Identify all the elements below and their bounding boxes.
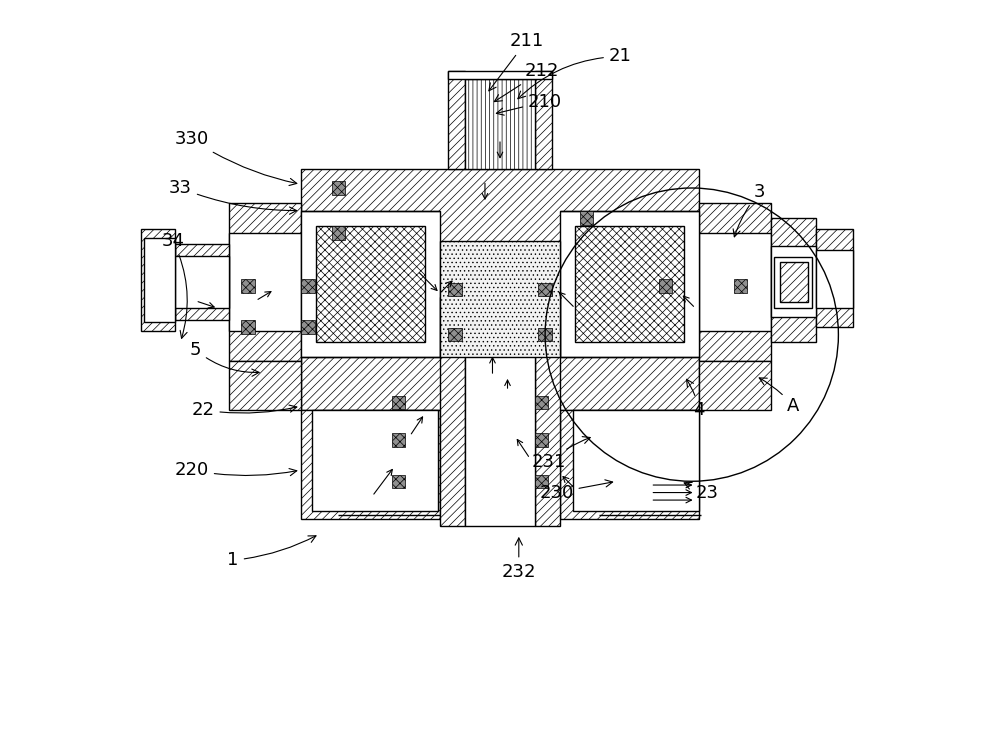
Bar bbox=[699, 203, 771, 361]
Text: 21: 21 bbox=[518, 47, 632, 99]
Bar bbox=[144, 238, 175, 322]
Bar bbox=[332, 226, 345, 240]
Text: 230: 230 bbox=[539, 480, 613, 502]
Bar bbox=[535, 475, 548, 488]
Bar bbox=[229, 233, 301, 331]
Bar bbox=[816, 250, 853, 308]
Bar bbox=[316, 226, 425, 342]
Bar bbox=[301, 410, 440, 519]
Text: 220: 220 bbox=[175, 461, 297, 479]
Text: 231: 231 bbox=[532, 437, 590, 472]
Bar bbox=[816, 229, 853, 327]
Bar bbox=[448, 328, 462, 341]
Bar bbox=[771, 246, 816, 317]
Bar bbox=[538, 283, 552, 296]
Bar bbox=[332, 181, 345, 195]
Bar bbox=[448, 71, 552, 79]
Bar bbox=[774, 257, 812, 308]
Bar bbox=[771, 218, 816, 342]
Bar bbox=[538, 328, 552, 341]
Text: 212: 212 bbox=[494, 62, 559, 102]
Bar bbox=[301, 279, 315, 293]
Bar bbox=[392, 433, 405, 447]
Text: 330: 330 bbox=[175, 130, 297, 186]
Bar bbox=[241, 320, 255, 334]
Bar bbox=[392, 396, 405, 409]
Bar bbox=[175, 256, 229, 308]
Text: 23: 23 bbox=[684, 482, 718, 502]
Bar bbox=[535, 433, 548, 447]
Bar bbox=[465, 297, 535, 526]
Text: 4: 4 bbox=[687, 379, 705, 419]
Text: A: A bbox=[759, 378, 799, 415]
Bar bbox=[580, 211, 593, 225]
Bar bbox=[535, 71, 552, 169]
Text: 232: 232 bbox=[502, 538, 536, 581]
Bar bbox=[448, 71, 465, 169]
Bar bbox=[448, 283, 462, 296]
Bar bbox=[301, 169, 699, 297]
Bar bbox=[392, 475, 405, 488]
Bar bbox=[312, 410, 438, 511]
Bar bbox=[440, 297, 465, 526]
Bar bbox=[465, 410, 535, 519]
Bar bbox=[560, 410, 699, 519]
Text: 22: 22 bbox=[191, 401, 297, 419]
Bar bbox=[535, 297, 560, 526]
Bar bbox=[301, 211, 440, 357]
Bar bbox=[699, 233, 771, 331]
Bar bbox=[780, 262, 808, 302]
Text: 5: 5 bbox=[190, 341, 259, 376]
Bar bbox=[734, 279, 747, 293]
Text: 3: 3 bbox=[733, 183, 765, 237]
Bar bbox=[465, 79, 535, 169]
Bar bbox=[141, 229, 175, 331]
Text: 210: 210 bbox=[496, 92, 562, 115]
Bar bbox=[573, 410, 699, 511]
Text: 34: 34 bbox=[161, 232, 187, 338]
Bar bbox=[229, 203, 301, 361]
Bar bbox=[575, 226, 684, 342]
Bar bbox=[440, 241, 560, 357]
Bar bbox=[229, 361, 301, 410]
Text: 1: 1 bbox=[227, 535, 316, 569]
Bar bbox=[301, 297, 699, 410]
Bar bbox=[301, 320, 315, 334]
Bar bbox=[699, 361, 771, 410]
Bar bbox=[241, 279, 255, 293]
Bar bbox=[535, 396, 548, 409]
Bar bbox=[175, 244, 229, 320]
Bar bbox=[560, 211, 699, 357]
Text: 33: 33 bbox=[169, 179, 297, 214]
Text: 211: 211 bbox=[489, 32, 543, 91]
Bar bbox=[659, 279, 672, 293]
